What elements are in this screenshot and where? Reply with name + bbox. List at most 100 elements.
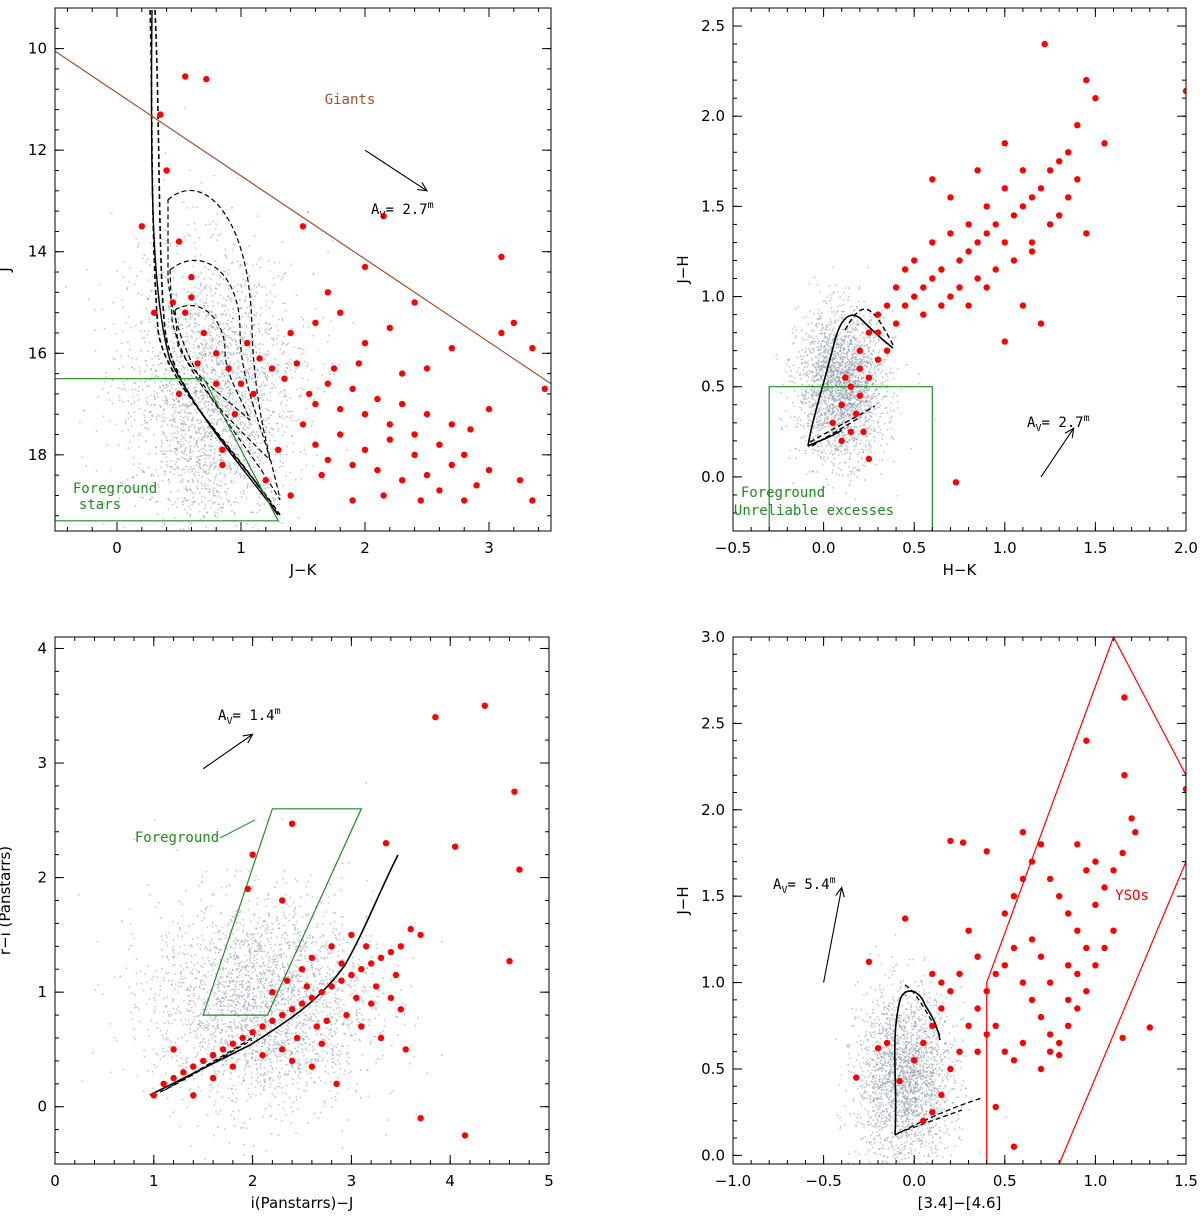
member-star — [312, 400, 319, 408]
field-star — [820, 342, 822, 345]
field-star — [799, 400, 802, 402]
field-star — [237, 453, 240, 455]
field-star — [801, 436, 804, 439]
field-star — [230, 444, 233, 447]
field-star — [828, 339, 830, 342]
field-star — [284, 302, 286, 305]
field-star — [227, 287, 230, 290]
field-star — [818, 378, 821, 381]
field-star — [867, 355, 869, 358]
field-star — [836, 311, 838, 313]
field-star — [352, 321, 355, 324]
field-star — [860, 383, 862, 386]
field-star — [308, 326, 310, 328]
field-star — [265, 294, 268, 296]
field-star — [866, 427, 869, 429]
field-star — [841, 394, 843, 397]
field-star — [295, 420, 297, 422]
field-star — [802, 424, 805, 427]
field-star — [794, 335, 797, 338]
field-star — [191, 403, 194, 406]
field-star — [844, 398, 846, 401]
field-star — [173, 426, 176, 428]
field-star — [871, 374, 874, 376]
field-star — [264, 373, 267, 376]
field-star — [192, 391, 195, 394]
field-star — [202, 375, 205, 377]
field-star — [815, 421, 818, 424]
field-star — [853, 322, 855, 324]
field-star — [260, 383, 263, 386]
field-star — [849, 340, 852, 343]
field-star — [214, 287, 217, 290]
field-star — [101, 308, 104, 311]
field-star — [252, 362, 254, 365]
field-star — [207, 435, 209, 437]
field-star — [844, 449, 846, 452]
field-star — [232, 429, 235, 432]
field-star — [868, 397, 870, 399]
field-star — [196, 411, 198, 414]
field-star — [161, 333, 164, 335]
field-star — [828, 431, 831, 434]
field-star — [842, 360, 845, 363]
field-star — [140, 496, 143, 498]
field-star — [238, 390, 241, 393]
field-star — [848, 345, 850, 348]
member-star — [361, 263, 369, 271]
field-star — [185, 332, 188, 335]
field-star — [183, 411, 186, 414]
field-star — [816, 449, 819, 452]
field-star — [189, 360, 192, 363]
field-star — [152, 364, 155, 367]
field-star — [277, 430, 280, 432]
field-star — [165, 239, 168, 242]
field-star — [249, 355, 252, 358]
field-star — [176, 313, 179, 316]
member-star — [337, 405, 344, 413]
field-star — [132, 434, 135, 437]
field-star — [122, 306, 125, 309]
field-star — [175, 453, 178, 456]
field-star — [200, 282, 203, 284]
field-star — [265, 376, 267, 378]
field-star — [861, 388, 863, 391]
field-star — [877, 425, 880, 428]
field-star — [826, 351, 829, 354]
field-star — [285, 425, 288, 428]
field-star — [224, 453, 226, 456]
field-star — [184, 107, 187, 109]
field-star — [808, 373, 811, 376]
field-star — [831, 395, 834, 398]
field-star — [222, 405, 224, 407]
field-star — [841, 355, 844, 358]
field-star — [866, 394, 869, 396]
field-star — [144, 409, 146, 412]
field-star — [235, 471, 238, 474]
field-star — [873, 366, 876, 369]
field-star — [156, 396, 159, 398]
field-star — [158, 404, 161, 407]
field-star — [819, 291, 822, 294]
field-star — [296, 388, 298, 391]
field-star — [238, 351, 241, 354]
field-star — [203, 471, 206, 473]
field-star — [202, 468, 205, 471]
field-star — [826, 324, 828, 327]
field-star — [195, 325, 198, 328]
field-star — [247, 435, 250, 437]
field-star — [159, 386, 161, 388]
field-star — [222, 332, 225, 335]
field-star — [147, 330, 150, 332]
field-star — [846, 426, 849, 429]
field-star — [244, 279, 247, 282]
field-star — [300, 478, 303, 480]
field-star — [219, 417, 222, 420]
field-star — [171, 347, 174, 349]
field-star — [809, 349, 811, 352]
field-star — [868, 389, 870, 392]
field-star — [828, 334, 831, 336]
field-star — [853, 362, 856, 364]
field-star — [253, 431, 256, 433]
field-star — [199, 419, 202, 422]
